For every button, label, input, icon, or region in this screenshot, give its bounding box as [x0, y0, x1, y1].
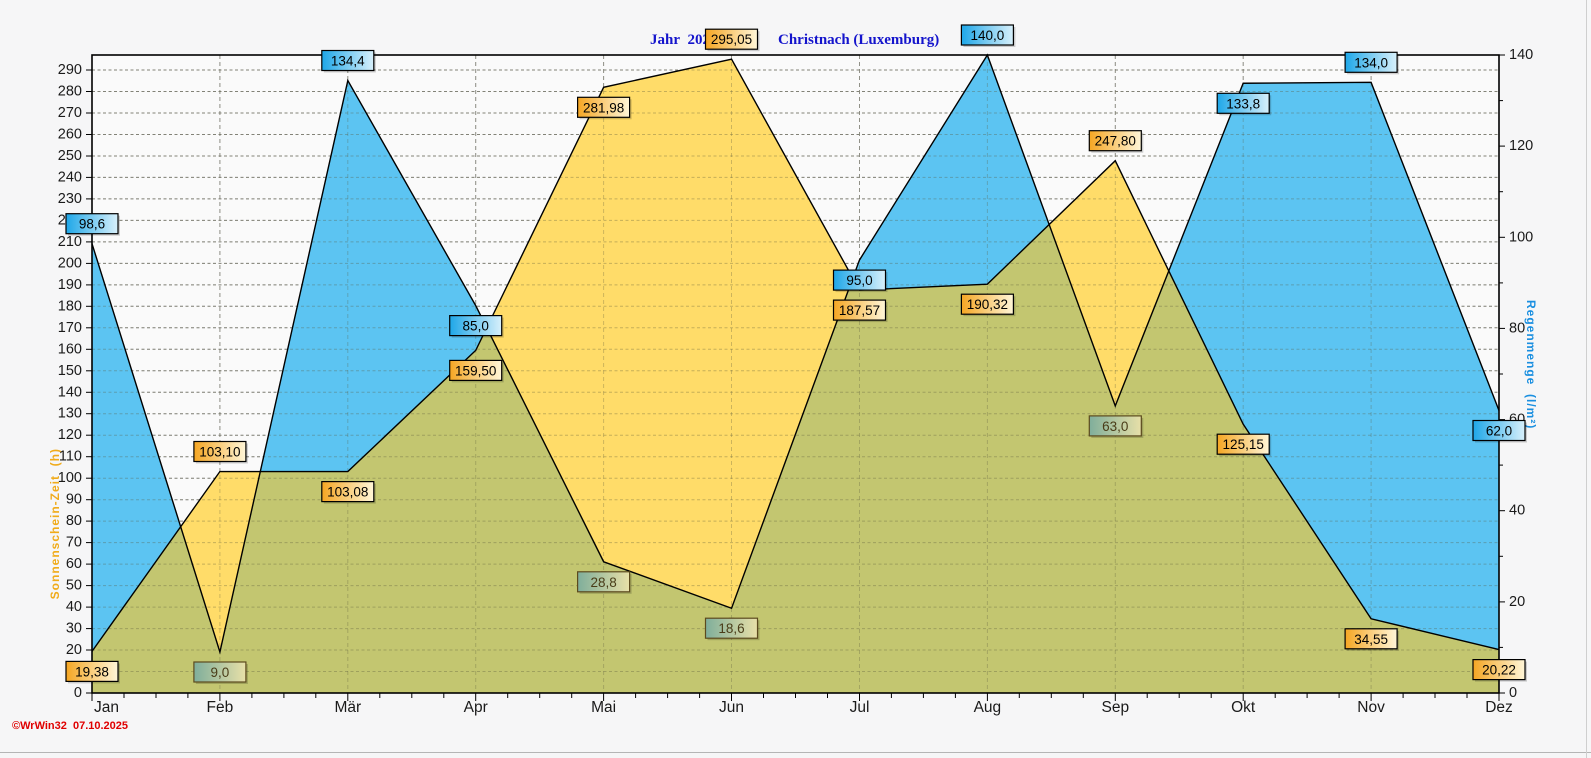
svg-text:187,57: 187,57	[839, 303, 880, 318]
svg-text:140: 140	[58, 384, 82, 400]
svg-text:134,4: 134,4	[331, 54, 365, 69]
svg-text:Okt: Okt	[1231, 699, 1256, 716]
svg-text:80: 80	[1509, 320, 1525, 336]
svg-text:90: 90	[66, 492, 82, 508]
svg-text:85,0: 85,0	[463, 319, 489, 334]
svg-text:125,15: 125,15	[1223, 437, 1264, 452]
svg-text:230: 230	[58, 191, 82, 207]
svg-text:280: 280	[58, 84, 82, 100]
svg-text:Mär: Mär	[334, 699, 361, 716]
svg-text:20: 20	[1509, 594, 1525, 610]
svg-text:110: 110	[59, 449, 82, 465]
svg-text:140,0: 140,0	[971, 28, 1005, 43]
svg-text:60: 60	[66, 556, 82, 572]
svg-text:0: 0	[74, 685, 82, 701]
svg-text:134,0: 134,0	[1354, 55, 1388, 70]
svg-text:Feb: Feb	[207, 699, 234, 716]
svg-text:63,0: 63,0	[1102, 419, 1128, 434]
svg-text:19,38: 19,38	[75, 664, 109, 679]
svg-text:Jul: Jul	[850, 699, 870, 716]
svg-text:250: 250	[58, 148, 82, 164]
svg-text:120: 120	[58, 427, 82, 443]
svg-text:20,22: 20,22	[1482, 663, 1516, 678]
svg-text:103,08: 103,08	[327, 485, 368, 500]
svg-text:Nov: Nov	[1357, 699, 1385, 716]
svg-text:133,8: 133,8	[1226, 96, 1260, 111]
svg-text:20: 20	[66, 642, 82, 658]
svg-text:100: 100	[1509, 229, 1533, 245]
svg-text:Aug: Aug	[974, 699, 1002, 716]
svg-text:Jan: Jan	[94, 699, 119, 716]
svg-text:150: 150	[58, 363, 82, 379]
svg-text:159,50: 159,50	[455, 363, 496, 378]
svg-text:9,0: 9,0	[211, 665, 230, 680]
svg-text:140: 140	[1509, 47, 1533, 63]
svg-text:210: 210	[58, 234, 82, 250]
svg-text:295,05: 295,05	[711, 32, 752, 47]
svg-text:170: 170	[58, 320, 82, 336]
svg-text:103,10: 103,10	[199, 445, 240, 460]
svg-text:28,8: 28,8	[590, 575, 616, 590]
svg-text:200: 200	[58, 255, 82, 271]
svg-text:30: 30	[66, 621, 82, 637]
svg-text:80: 80	[66, 513, 82, 529]
svg-text:Mai: Mai	[591, 699, 616, 716]
svg-text:100: 100	[58, 470, 82, 486]
svg-text:98,6: 98,6	[79, 217, 105, 232]
svg-text:Sep: Sep	[1102, 699, 1130, 716]
svg-text:290: 290	[58, 62, 82, 78]
svg-text:160: 160	[58, 341, 82, 357]
svg-text:190: 190	[58, 277, 82, 293]
svg-text:240: 240	[58, 169, 82, 185]
svg-text:40: 40	[1509, 503, 1525, 519]
svg-text:190,32: 190,32	[967, 297, 1008, 312]
svg-text:18,6: 18,6	[718, 621, 744, 636]
svg-text:120: 120	[1509, 138, 1533, 154]
svg-text:Jun: Jun	[719, 699, 744, 716]
svg-text:Dez: Dez	[1485, 699, 1513, 716]
svg-text:260: 260	[58, 127, 82, 143]
svg-text:95,0: 95,0	[846, 273, 872, 288]
svg-text:270: 270	[58, 105, 82, 121]
svg-text:62,0: 62,0	[1486, 424, 1512, 439]
svg-text:130: 130	[58, 406, 82, 422]
svg-text:70: 70	[66, 535, 82, 551]
svg-text:247,80: 247,80	[1095, 134, 1136, 149]
svg-text:40: 40	[66, 599, 82, 615]
svg-text:281,98: 281,98	[583, 100, 624, 115]
svg-text:34,55: 34,55	[1354, 632, 1388, 647]
svg-text:Apr: Apr	[464, 699, 488, 716]
svg-text:180: 180	[58, 298, 82, 314]
svg-text:50: 50	[66, 578, 82, 594]
